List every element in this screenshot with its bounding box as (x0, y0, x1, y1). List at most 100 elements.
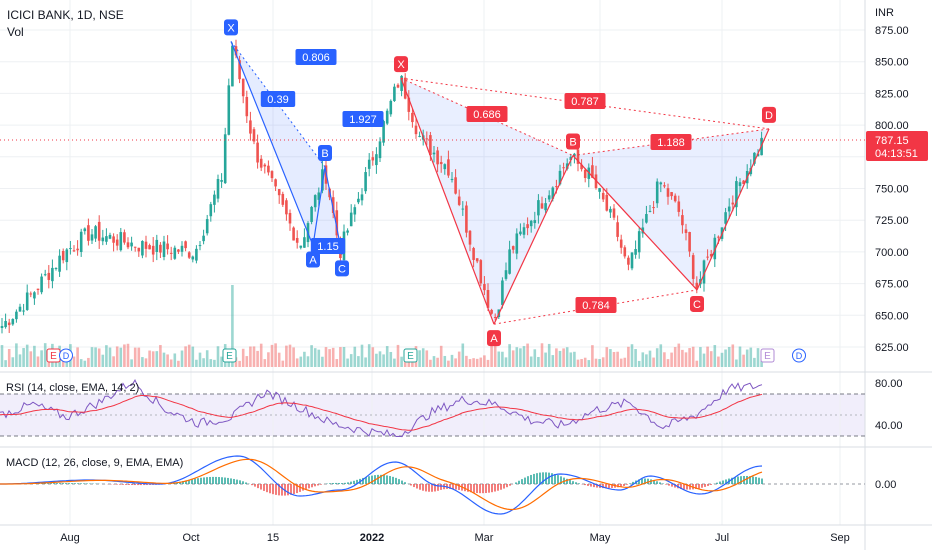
earnings-badge[interactable] (760, 348, 775, 363)
candle-body (713, 237, 717, 260)
volume-bar (299, 356, 303, 367)
macd-histogram-bar (725, 479, 727, 484)
macd-histogram-bar (242, 481, 244, 484)
volume-bar (465, 355, 468, 367)
price-tick: 725.00 (875, 215, 909, 227)
ratio-text: 1.188 (657, 137, 685, 149)
volume-bar (234, 357, 238, 367)
volume-bar (371, 347, 375, 367)
macd-histogram-bar (686, 484, 688, 490)
earnings-badge-text: E (407, 351, 414, 362)
volume-bar (475, 358, 479, 367)
macd-histogram-bar (314, 484, 316, 487)
macd-histogram-bar (191, 479, 193, 484)
earnings-badge[interactable] (222, 348, 237, 363)
harmonic-point-label (335, 260, 349, 277)
candle-body (148, 245, 151, 250)
earnings-badge[interactable] (403, 348, 418, 363)
candle-body (119, 232, 123, 251)
macd-histogram-bar (707, 484, 709, 486)
candle-body (540, 203, 544, 209)
volume-bar (277, 352, 281, 367)
volume-bar (112, 356, 115, 367)
macd-histogram-bar (383, 474, 385, 484)
volume-bar (360, 344, 364, 367)
macd-histogram-bar (230, 478, 232, 484)
volume-bar (601, 357, 605, 367)
macd-histogram-bar (182, 481, 184, 484)
candle-body (231, 45, 234, 87)
macd-histogram-bar (488, 484, 490, 493)
volume-bar (583, 357, 587, 367)
candle-body (97, 221, 101, 241)
event-badges[interactable]: E D E E E D (46, 348, 806, 363)
macd-histogram-bar (254, 484, 256, 487)
volume-bar (421, 348, 425, 367)
volume-bar (544, 352, 547, 367)
volume-bar (331, 347, 335, 367)
rsi-tick-80: 80.00 (875, 378, 903, 390)
macd-histogram-bar (644, 478, 646, 484)
volume-bar (349, 354, 353, 367)
volume-bar (267, 352, 270, 367)
volume-bar (40, 350, 43, 367)
volume-bar (115, 346, 119, 367)
volume-bar (393, 358, 396, 367)
volume-bar (0, 345, 4, 367)
volume-bar (324, 347, 328, 367)
price-tick: 650.00 (875, 310, 909, 322)
macd-histogram-bar (515, 482, 517, 484)
macd-histogram-bar (245, 482, 247, 484)
macd-histogram-bar (59, 483, 61, 484)
volume-bar (378, 351, 382, 367)
macd-histogram-bar (329, 483, 331, 484)
candle-body (695, 282, 699, 289)
volume-bar (306, 356, 310, 367)
volume-bar (501, 351, 504, 367)
macd-histogram-bar (575, 482, 577, 484)
macd-histogram-bar (143, 484, 145, 486)
volume-bar (187, 344, 191, 367)
macd-histogram-bar (521, 479, 523, 484)
macd-histogram-bar (236, 479, 238, 484)
candle-body (349, 212, 353, 227)
volume-bar (447, 360, 450, 367)
macd-histogram-bar (518, 480, 520, 484)
macd-histogram-bar (710, 484, 712, 485)
volume-bar (76, 347, 79, 367)
volume-bar (382, 354, 385, 367)
candle-body (533, 220, 537, 224)
volume-bar (36, 356, 40, 367)
volume-bar (184, 346, 187, 367)
candle-body (155, 239, 159, 252)
macd-histogram-bar (263, 484, 265, 491)
volume-bar (303, 351, 306, 367)
macd-histogram-bar (638, 479, 640, 484)
volume-bar (616, 351, 619, 367)
macd-histogram-bar (626, 484, 628, 485)
volume-bar (594, 358, 598, 367)
candle-body (483, 284, 486, 291)
volume-bar (655, 348, 659, 367)
macd-histogram-bar (611, 484, 613, 488)
volume-bar (18, 354, 22, 367)
volume-bar (94, 347, 97, 367)
rsi-lines (0, 379, 763, 438)
dividend-badge[interactable] (792, 348, 806, 363)
harmonic-point-text: A (309, 255, 317, 267)
volume-bar (637, 360, 641, 367)
dividend-badge[interactable] (59, 348, 73, 363)
candle-body (184, 241, 187, 249)
ratio-label (650, 134, 692, 150)
candle-body (285, 200, 288, 215)
macd-histogram-bar (524, 477, 526, 484)
volume-bar (29, 351, 33, 367)
macd-histogram-bar (299, 484, 301, 492)
candle-body (709, 253, 713, 257)
ratio-label (260, 91, 296, 107)
volume-bar (151, 351, 155, 367)
macd-histogram-bar (395, 477, 397, 484)
macd-histogram-bar (737, 476, 739, 484)
